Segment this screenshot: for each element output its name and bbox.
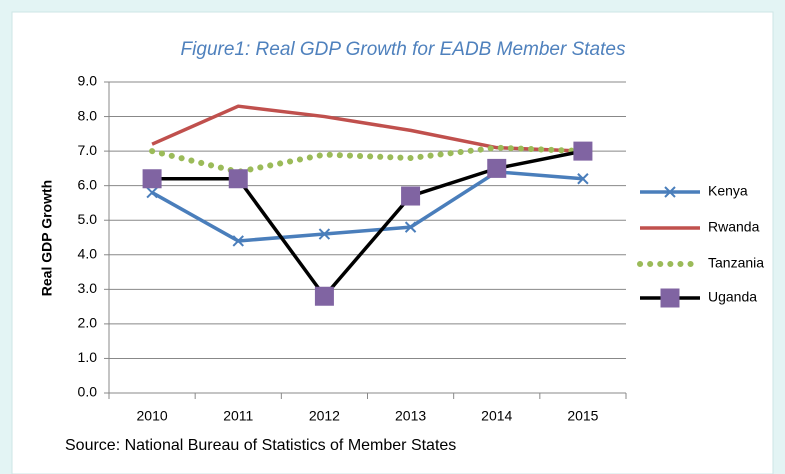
y-tick-label: 3.0 — [78, 280, 98, 296]
data-point — [487, 158, 507, 178]
legend-label: Rwanda — [708, 219, 760, 235]
y-tick-label: 4.0 — [78, 245, 98, 261]
legend-marker — [664, 186, 676, 198]
y-tick-label: 9.0 — [78, 73, 98, 89]
data-point — [228, 169, 248, 189]
panel — [11, 11, 774, 474]
y-tick-label: 8.0 — [78, 107, 98, 123]
chart-title: Figure1: Real GDP Growth for EADB Member… — [181, 39, 626, 60]
data-point — [404, 221, 417, 233]
x-tick-label: 2013 — [395, 408, 426, 424]
legend-label: Tanzania — [708, 255, 764, 271]
data-point — [146, 186, 158, 199]
legend-label: Uganda — [708, 289, 757, 305]
y-tick-label: 2.0 — [78, 315, 98, 331]
data-point — [232, 235, 244, 247]
y-axis-label: Real GDP Growth — [39, 180, 55, 296]
series-line — [149, 144, 586, 175]
data-point — [318, 228, 331, 240]
data-point — [577, 173, 589, 185]
y-tick-label: 0.0 — [78, 384, 98, 400]
y-tick-label: 7.0 — [78, 142, 98, 158]
data-point — [142, 169, 162, 189]
y-tick-label: 5.0 — [78, 211, 98, 227]
x-tick-label: 2011 — [223, 408, 253, 424]
series-line — [151, 170, 584, 243]
y-tick-label: 6.0 — [78, 176, 98, 192]
series-line — [152, 149, 584, 298]
data-point — [401, 186, 421, 206]
legend-marker — [660, 288, 680, 308]
data-point — [314, 286, 334, 306]
x-tick-label: 2015 — [567, 408, 598, 424]
x-tick-label: 2012 — [309, 408, 340, 424]
data-point — [573, 141, 593, 161]
x-tick-label: 2014 — [481, 408, 512, 424]
legend-label: Kenya — [708, 183, 748, 199]
x-tick-label: 2010 — [137, 408, 168, 424]
source-note: Source: National Bureau of Statistics of… — [65, 437, 456, 454]
y-tick-label: 1.0 — [78, 349, 98, 365]
